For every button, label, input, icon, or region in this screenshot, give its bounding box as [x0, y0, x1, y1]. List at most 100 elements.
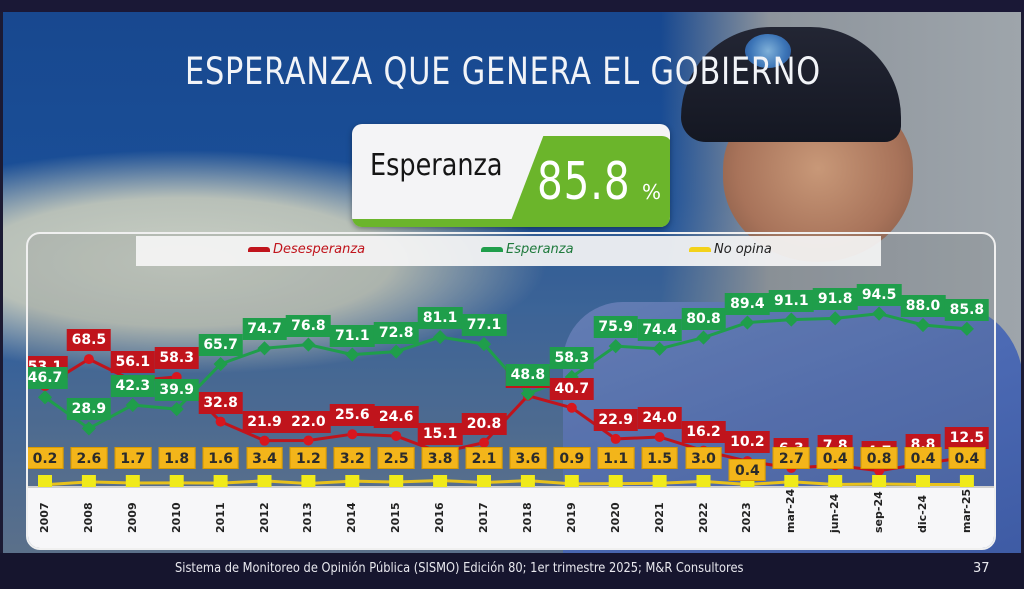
data-label-esperanza: 74.4 [637, 318, 682, 341]
data-point-esperanza [345, 347, 360, 362]
kpi-label: Esperanza [370, 148, 503, 183]
data-point-no_opina [169, 475, 184, 487]
x-tick-label: 2020 [608, 502, 622, 533]
data-label-esperanza: 91.1 [769, 289, 814, 312]
data-label-desesperanza: 16.2 [681, 420, 726, 443]
data-label-desesperanza: 20.8 [461, 412, 507, 435]
kpi-unit: % [642, 180, 662, 204]
legend-item-desesperanza: Desesperanza [248, 242, 365, 257]
data-label-desesperanza: 24.6 [373, 405, 419, 428]
data-label-esperanza: 76.8 [286, 314, 331, 337]
data-label-no_opina: 0.4 [904, 447, 942, 469]
data-label-esperanza: 80.8 [681, 307, 726, 330]
data-label-desesperanza: 22.9 [593, 408, 638, 431]
data-label-desesperanza: 68.5 [66, 329, 112, 352]
data-point-esperanza [257, 341, 272, 356]
data-label-no_opina: 0.4 [816, 447, 854, 469]
data-point-esperanza [169, 402, 184, 417]
data-label-no_opina: 3.2 [333, 447, 371, 469]
data-point-esperanza [652, 341, 667, 356]
data-point-desesperanza [83, 354, 94, 365]
data-label-no_opina: 0.9 [553, 447, 591, 469]
x-tick-label: 2014 [345, 502, 359, 533]
x-tick-label: 2015 [389, 502, 403, 533]
data-label-esperanza: 48.8 [505, 363, 551, 386]
data-point-no_opina [477, 475, 491, 487]
data-label-esperanza: 46.7 [28, 367, 68, 390]
data-label-desesperanza: 40.7 [549, 377, 595, 400]
legend-label: No opina [714, 242, 772, 257]
x-tick-label: 2022 [696, 502, 710, 533]
data-point-no_opina [828, 475, 843, 487]
data-point-esperanza [301, 337, 316, 352]
data-point-esperanza [696, 330, 711, 345]
data-label-esperanza: 65.7 [198, 334, 243, 357]
data-point-esperanza [608, 339, 623, 354]
data-label-esperanza: 71.1 [330, 324, 375, 347]
x-tick-label: 2007 [38, 502, 51, 533]
data-label-no_opina: 2.1 [465, 447, 503, 469]
x-tick-label: sep-24 [872, 491, 886, 533]
x-tick-label: 2023 [740, 502, 754, 533]
data-label-esperanza: 91.8 [812, 288, 858, 311]
data-point-no_opina [301, 475, 316, 487]
data-label-esperanza: 85.8 [944, 298, 990, 321]
data-point-no_opina [520, 475, 535, 487]
kpi-value: 85.8 [537, 152, 631, 212]
data-label-desesperanza: 56.1 [110, 350, 156, 373]
cap-emblem-icon [745, 34, 791, 68]
data-label-esperanza: 74.7 [242, 318, 287, 341]
data-point-esperanza [125, 397, 140, 413]
data-label-no_opina: 3.8 [421, 447, 459, 469]
data-label-esperanza: 42.3 [110, 374, 156, 397]
data-point-esperanza [872, 306, 887, 321]
x-tick-label: dic-24 [916, 494, 929, 533]
data-point-esperanza [37, 390, 53, 405]
slide-title: ESPERANZA QUE GENERA EL GOBIERNO [184, 50, 822, 93]
data-label-no_opina: 1.8 [158, 447, 196, 469]
chart-legend: Desesperanza Esperanza No opina [136, 236, 881, 266]
data-point-no_opina [564, 475, 579, 487]
data-label-esperanza: 75.9 [593, 316, 638, 339]
data-label-no_opina: 2.7 [772, 447, 810, 469]
kpi-card: Esperanza 85.8 % [352, 124, 670, 227]
data-point-esperanza [828, 311, 843, 326]
data-label-desesperanza: 21.9 [242, 410, 287, 433]
data-label-desesperanza: 58.3 [154, 346, 199, 369]
data-point-no_opina [696, 475, 711, 487]
data-point-no_opina [652, 475, 667, 487]
data-label-no_opina: 2.5 [377, 447, 415, 469]
data-point-desesperanza [479, 437, 489, 448]
data-point-desesperanza [610, 433, 621, 444]
data-point-esperanza [520, 386, 535, 401]
data-point-esperanza [740, 315, 755, 330]
chart-panel: Desesperanza Esperanza No opina 53.168.5… [26, 232, 996, 550]
data-label-esperanza: 88.0 [900, 295, 946, 317]
data-point-no_opina [38, 475, 52, 487]
data-label-desesperanza: 22.0 [286, 410, 331, 433]
data-point-no_opina [125, 475, 140, 487]
data-label-no_opina: 1.1 [597, 447, 635, 469]
x-tick-label: 2012 [257, 502, 271, 533]
data-label-no_opina: 0.4 [728, 459, 766, 481]
footer: Sistema de Monitoreo de Opinión Pública … [0, 553, 1024, 589]
data-point-desesperanza [215, 416, 226, 427]
data-point-esperanza [476, 337, 492, 352]
legend-swatch-green-icon [481, 247, 503, 252]
legend-item-esperanza: Esperanza [481, 242, 574, 257]
x-tick-label: 2009 [125, 502, 139, 533]
data-label-no_opina: 0.2 [28, 447, 64, 469]
page-number: 37 [973, 561, 990, 576]
data-point-no_opina [345, 475, 360, 487]
data-label-desesperanza: 12.5 [944, 427, 990, 450]
data-point-esperanza [213, 356, 228, 372]
data-label-esperanza: 89.4 [725, 292, 770, 315]
data-label-desesperanza: 25.6 [330, 404, 375, 427]
data-point-desesperanza [347, 429, 358, 440]
data-label-no_opina: 1.7 [114, 447, 152, 469]
data-label-esperanza: 28.9 [66, 398, 112, 421]
x-tick-label: 2011 [213, 502, 227, 533]
x-tick-label: jun-24 [828, 493, 842, 533]
data-label-no_opina: 1.5 [641, 447, 678, 469]
data-label-desesperanza: 10.2 [725, 431, 770, 454]
